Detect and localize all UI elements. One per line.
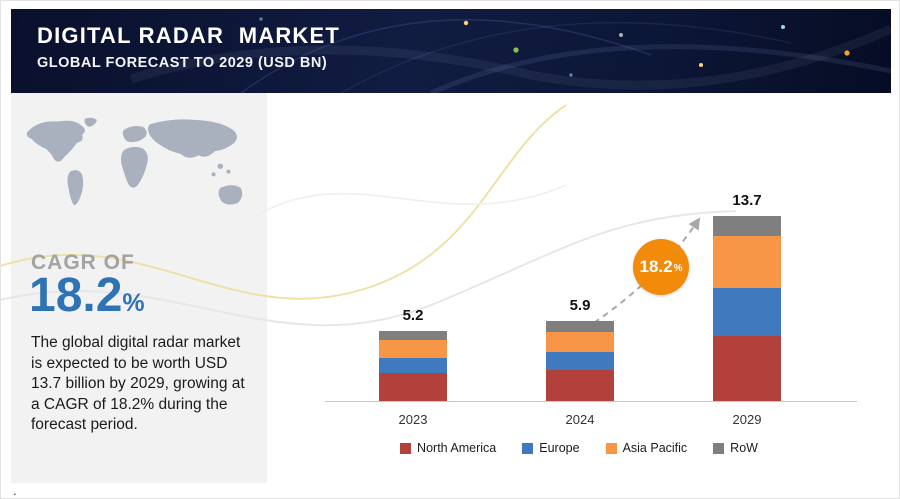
growth-badge-percent: %	[673, 262, 683, 274]
market-description: The global digital radar market is expec…	[31, 334, 245, 434]
axis-label-2029: 2029	[732, 412, 762, 427]
bar-2029	[713, 216, 781, 401]
legend-label: RoW	[730, 441, 758, 455]
footer-dot: .	[13, 483, 17, 498]
segment-asia-pacific-2029	[713, 236, 781, 288]
header-decoration	[129, 17, 891, 93]
cagr-value: 18.2%	[29, 269, 145, 322]
segment-europe-2029	[713, 287, 781, 337]
axis-label-2024: 2024	[565, 412, 595, 427]
legend-label: North America	[417, 441, 497, 455]
value-label-2029: 13.7	[732, 192, 762, 209]
growth-badge: 18.2%	[633, 239, 689, 295]
legend-swatch-icon	[522, 442, 534, 454]
world-map	[26, 117, 243, 206]
growth-trend-arrow	[584, 217, 701, 330]
segment-north-america-2029	[713, 336, 781, 401]
chart-legend: North America Europe Asia Pacific RoW	[267, 441, 891, 455]
sidebar-panel: CAGR OF 18.2% The global digital radar m…	[11, 93, 267, 483]
bar-2024	[546, 321, 614, 401]
segment-row-2029	[713, 216, 781, 237]
legend-swatch-icon	[713, 442, 725, 454]
value-label-2024: 5.9	[569, 297, 591, 314]
page-title: DIGITAL RADAR MARKET	[37, 23, 341, 48]
legend-swatch-icon	[605, 442, 617, 454]
legend-item-asia-pacific: Asia Pacific	[605, 441, 688, 455]
legend-item-europe: Europe	[522, 441, 580, 455]
segment-north-america-2023	[379, 372, 447, 402]
bar-2023	[379, 331, 447, 402]
segment-north-america-2024	[546, 369, 614, 401]
legend-item-row: RoW	[713, 441, 758, 455]
legend-item-north-america: North America	[400, 441, 496, 455]
x-axis-line	[325, 401, 857, 402]
segment-row-2024	[546, 321, 614, 332]
segment-asia-pacific-2024	[546, 331, 614, 353]
cagr-percent-sign: %	[122, 289, 145, 317]
legend-label: Asia Pacific	[622, 441, 688, 455]
cagr-number: 18.2	[29, 269, 123, 322]
legend-label: Europe	[539, 441, 580, 455]
chart-area: 18.2% North America Europe Asia Pacific RoW…	[267, 93, 891, 491]
legend-swatch-icon	[400, 442, 412, 454]
header-banner: DIGITAL RADAR MARKET GLOBAL FORECAST TO …	[11, 9, 891, 93]
page-subtitle: GLOBAL FORECAST TO 2029 (USD BN)	[37, 55, 328, 71]
segment-row-2023	[379, 331, 447, 341]
growth-badge-value: 18.2	[639, 257, 673, 276]
value-label-2023: 5.2	[402, 307, 424, 324]
segment-asia-pacific-2023	[379, 340, 447, 358]
segment-europe-2024	[546, 352, 614, 370]
axis-label-2023: 2023	[398, 412, 428, 427]
segment-europe-2023	[379, 357, 447, 373]
